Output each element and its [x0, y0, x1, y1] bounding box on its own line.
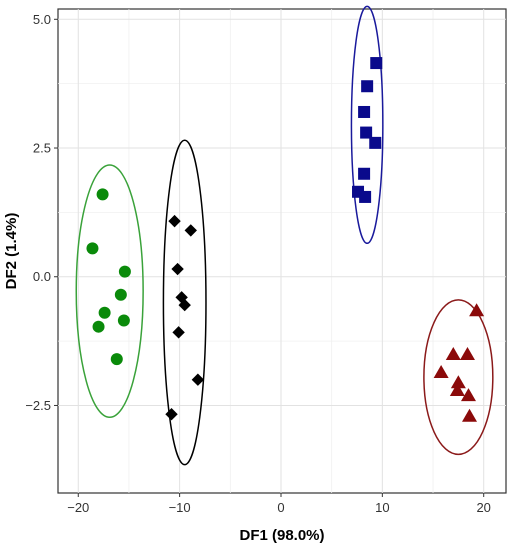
triangle-point — [460, 388, 476, 402]
triangle-point — [449, 383, 465, 397]
diamond-point — [184, 224, 197, 237]
ellipse-group-4 — [423, 299, 494, 456]
ellipse-group-3 — [350, 5, 384, 245]
circle-point — [98, 306, 111, 319]
triangle-point — [433, 365, 449, 378]
x-tick-label: 10 — [375, 500, 389, 515]
circle-point — [96, 188, 109, 201]
circle-point — [92, 320, 105, 333]
triangle-point — [445, 346, 461, 360]
y-tick-label: 0.0 — [33, 269, 51, 284]
diamond-point — [165, 408, 178, 421]
ellipse-group-2 — [162, 139, 207, 466]
triangle-point — [469, 303, 485, 317]
data-points — [86, 57, 485, 422]
ellipse-group-1 — [75, 164, 144, 419]
circle-point — [110, 353, 123, 366]
square-point — [369, 136, 382, 149]
diamond-point — [172, 326, 185, 339]
square-point — [358, 167, 371, 180]
x-tick-label: −10 — [169, 500, 191, 515]
diamond-point — [178, 298, 191, 312]
triangle-point — [462, 408, 478, 422]
triangle-point — [450, 375, 466, 389]
x-axis-title: DF1 (98.0%) — [239, 527, 324, 544]
y-tick-label: −2.5 — [25, 398, 51, 413]
square-point — [359, 190, 372, 203]
triangle-point — [459, 346, 475, 360]
x-tick-label: −20 — [67, 500, 89, 515]
circle-point — [114, 288, 127, 301]
diamond-point — [171, 262, 184, 276]
diamond-point — [191, 373, 205, 386]
plot-panel — [57, 8, 507, 494]
circle-point — [86, 242, 99, 255]
circle-point — [117, 314, 130, 327]
y-tick-label: 2.5 — [33, 141, 51, 156]
square-point — [360, 126, 373, 139]
square-point — [370, 57, 383, 70]
confidence-ellipses — [75, 5, 494, 466]
x-tick-label: 0 — [277, 500, 284, 515]
circle-point — [118, 265, 131, 278]
axis-ticks: −20 −10 0 10 20 −2.5 0.0 2.5 5.0 — [25, 12, 491, 515]
y-axis-title: DF2 (1.4%) — [3, 213, 20, 290]
y-tick-label: 5.0 — [33, 12, 51, 27]
square-point — [361, 80, 374, 93]
x-tick-label: 20 — [476, 500, 490, 515]
diamond-point — [168, 214, 181, 228]
square-point — [358, 105, 371, 118]
